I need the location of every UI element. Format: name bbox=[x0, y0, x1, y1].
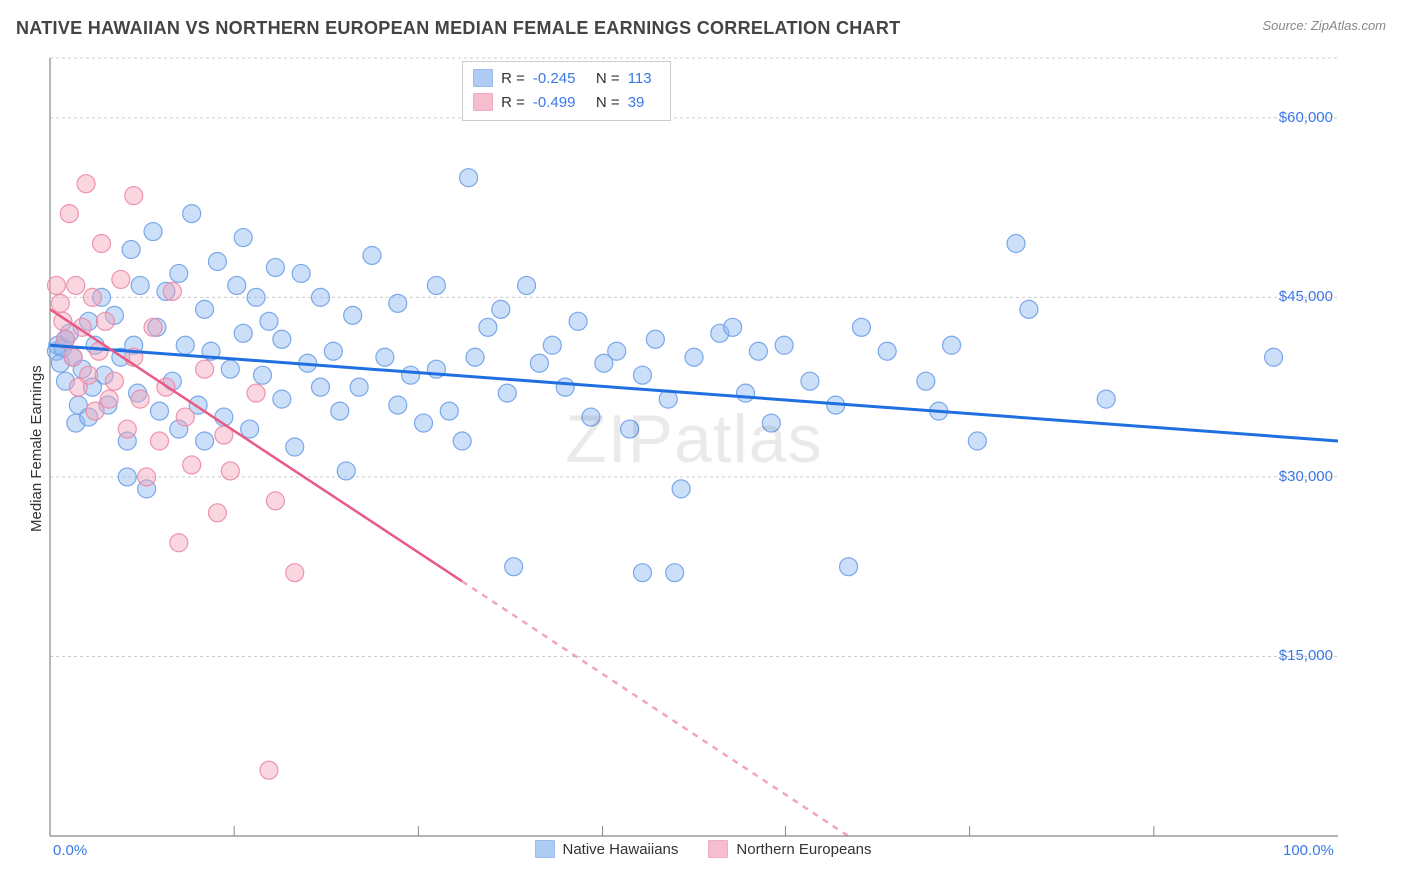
correlation-chart bbox=[0, 0, 1406, 892]
legend-swatch-series2 bbox=[473, 93, 493, 111]
n-label: N = bbox=[596, 70, 620, 87]
correlation-legend: R = -0.245 N = 113 R = -0.499 N = 39 bbox=[462, 61, 671, 121]
legend-swatch-series2 bbox=[708, 840, 728, 858]
r-value: -0.499 bbox=[533, 94, 588, 111]
correlation-row-series1: R = -0.245 N = 113 bbox=[473, 66, 660, 90]
y-tick-label: $45,000 bbox=[1268, 288, 1333, 305]
n-label: N = bbox=[596, 94, 620, 111]
correlation-row-series2: R = -0.499 N = 39 bbox=[473, 90, 660, 114]
y-tick-label: $30,000 bbox=[1268, 468, 1333, 485]
legend-swatch-series1 bbox=[535, 840, 555, 858]
series-legend: Native Hawaiians Northern Europeans bbox=[0, 840, 1406, 858]
legend-item-series2: Northern Europeans bbox=[708, 840, 871, 858]
n-value: 39 bbox=[628, 94, 660, 111]
legend-label-series1: Native Hawaiians bbox=[563, 841, 679, 858]
n-value: 113 bbox=[628, 70, 660, 87]
y-tick-label: $60,000 bbox=[1268, 109, 1333, 126]
legend-label-series2: Northern Europeans bbox=[736, 841, 871, 858]
r-label: R = bbox=[501, 70, 525, 87]
r-value: -0.245 bbox=[533, 70, 588, 87]
y-tick-label: $15,000 bbox=[1268, 647, 1333, 664]
r-label: R = bbox=[501, 94, 525, 111]
legend-item-series1: Native Hawaiians bbox=[535, 840, 679, 858]
y-axis-label: Median Female Earnings bbox=[28, 365, 45, 532]
legend-swatch-series1 bbox=[473, 69, 493, 87]
